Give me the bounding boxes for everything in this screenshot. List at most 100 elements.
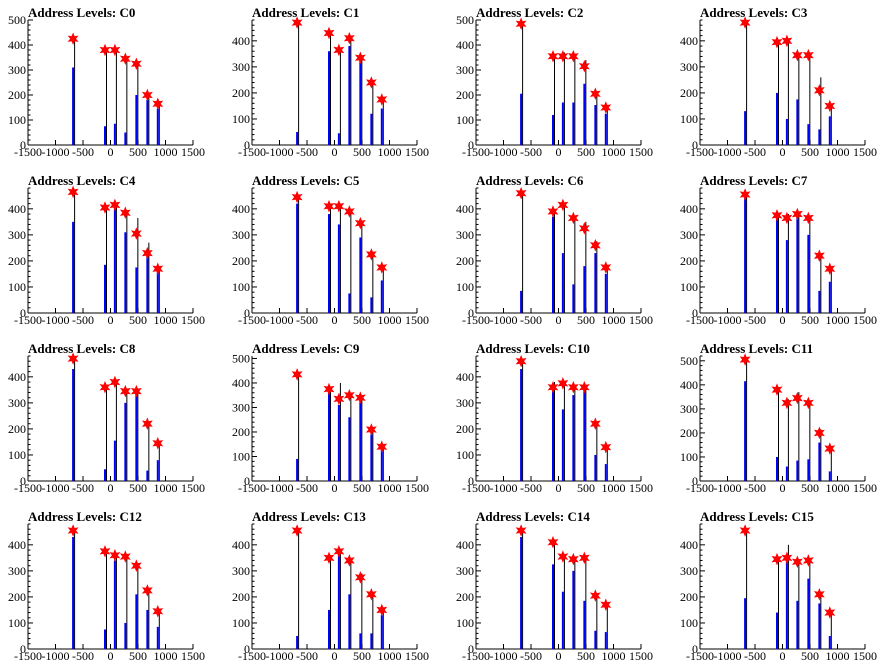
- y-tick-label: 300: [232, 564, 250, 578]
- x-tick-label: -1000: [714, 145, 742, 159]
- y-tick-label: 300: [456, 564, 474, 578]
- bar-blue: [296, 203, 299, 313]
- y-tick-label: 200: [8, 254, 26, 268]
- x-tick-label: -1000: [266, 649, 294, 663]
- x-tick-label: 1000: [154, 145, 178, 159]
- peak-marker: [365, 588, 377, 601]
- chart-title: Address Levels: C5: [252, 173, 360, 188]
- x-tick-label: 500: [129, 481, 147, 495]
- bar-blue: [796, 600, 799, 649]
- y-tick-label: 300: [232, 60, 250, 74]
- x-tick-label: 1500: [853, 145, 877, 159]
- x-tick-label: 0: [780, 145, 786, 159]
- chart-panel: Address Levels: C8 0 100 200 300 400 -1500 -100…: [0, 336, 224, 504]
- y-tick-label: 500: [8, 13, 26, 27]
- x-tick-label: 0: [108, 145, 114, 159]
- peak-marker: [343, 388, 355, 402]
- bar-blue: [776, 219, 778, 313]
- x-tick-label: -1000: [42, 313, 70, 327]
- y-tick-label: 200: [456, 590, 474, 604]
- x-tick-label: 500: [129, 145, 147, 159]
- x-tick-label: 1000: [826, 145, 850, 159]
- y-tick-label: 100: [232, 449, 250, 463]
- peak-marker: [119, 206, 131, 220]
- x-tick-label: 0: [780, 313, 786, 327]
- y-tick-label: 0: [468, 474, 474, 488]
- chart-title: Address Levels: C11: [700, 341, 814, 356]
- bar-blue: [572, 570, 575, 649]
- peak-marker: [739, 353, 751, 366]
- peak-marker: [813, 249, 825, 263]
- chart-panel: Address Levels: C12 0 100 200 300 400 -1500 -10…: [0, 504, 224, 672]
- y-tick-label: 0: [20, 138, 26, 152]
- peak-marker: [567, 49, 579, 63]
- y-tick-label: 400: [680, 202, 698, 216]
- peak-marker: [67, 524, 79, 537]
- bar-blue: [785, 118, 788, 145]
- bar-blue: [561, 409, 564, 481]
- y-tick-label: 200: [8, 88, 26, 102]
- bar-blue: [604, 113, 607, 145]
- peak-marker: [152, 436, 164, 450]
- peak-marker: [589, 87, 601, 101]
- bar-blue: [561, 591, 564, 649]
- y-tick-label: 0: [692, 474, 698, 488]
- bar-blue: [135, 95, 138, 145]
- peak-marker: [119, 384, 131, 398]
- x-tick-label: 1000: [602, 313, 626, 327]
- peak-marker: [291, 16, 303, 29]
- x-tick-label: 0: [332, 145, 338, 159]
- x-tick-label: -500: [72, 481, 94, 495]
- bar-blue: [594, 253, 597, 313]
- y-tick-label: 100: [680, 616, 698, 630]
- chart-svg: 0 100 200 300 400 -1500 -1000 -500 0 500 1000 1500: [232, 523, 429, 663]
- y-tick-label: 200: [680, 426, 698, 440]
- y-tick-label: 500: [680, 354, 698, 368]
- bar-blue: [818, 442, 821, 481]
- peak-marker: [333, 43, 345, 57]
- x-tick-label: 1000: [602, 481, 626, 495]
- y-tick-label: 100: [8, 448, 26, 462]
- bar-blue: [146, 470, 149, 481]
- peak-marker: [515, 186, 527, 200]
- bar-blue: [807, 124, 810, 145]
- x-tick-label: 500: [577, 481, 595, 495]
- x-tick-label: -1500: [686, 649, 714, 663]
- x-tick-label: 500: [801, 481, 819, 495]
- y-tick-label: 100: [680, 112, 698, 126]
- peak-marker: [600, 261, 612, 274]
- chart-panel: Address Levels: C3 0 100 200 300 400 -1500 -100…: [672, 0, 896, 168]
- chart-panel: Address Levels: C5 0 100 200 300 400 -1500 -100…: [224, 168, 448, 336]
- x-tick-label: 1000: [154, 649, 178, 663]
- chart-title: Address Levels: C7: [700, 173, 808, 188]
- y-tick-label: 400: [232, 34, 250, 48]
- chart-panel: Address Levels: C9 0 100 200 300 400 500 -1500-…: [224, 336, 448, 504]
- x-tick-label: 1000: [602, 649, 626, 663]
- chart-title: Address Levels: C15: [700, 509, 814, 524]
- peak-marker: [152, 604, 164, 618]
- peak-marker: [600, 598, 612, 612]
- bar-blue: [583, 266, 586, 313]
- bar-blue: [776, 456, 778, 481]
- x-tick-label: -500: [744, 481, 766, 495]
- peak-marker: [824, 442, 836, 455]
- peak-marker: [739, 188, 751, 201]
- x-tick-label: 1500: [405, 481, 429, 495]
- y-tick-label: 100: [680, 450, 698, 464]
- x-tick-label: 500: [577, 313, 595, 327]
- x-tick-label: 1500: [181, 145, 205, 159]
- bar-blue: [156, 626, 159, 649]
- bar-blue: [561, 253, 564, 313]
- chart-svg: 0 100 200 300 400 -1500 -1000 -500 0 500 1000 1500: [680, 187, 877, 327]
- peak-marker: [323, 199, 335, 213]
- x-tick-label: 1000: [154, 313, 178, 327]
- x-tick-label: 0: [556, 481, 562, 495]
- chart-svg: 0 100 200 300 400 -1500 -1000 -500 0 500 1000 1500: [456, 186, 653, 327]
- x-tick-label: 0: [108, 313, 114, 327]
- peak-marker: [781, 211, 793, 225]
- bar-blue: [583, 600, 586, 649]
- y-tick-label: 400: [680, 34, 698, 48]
- x-tick-label: -500: [744, 145, 766, 159]
- x-tick-label: 1500: [629, 313, 653, 327]
- bar-blue: [744, 598, 747, 649]
